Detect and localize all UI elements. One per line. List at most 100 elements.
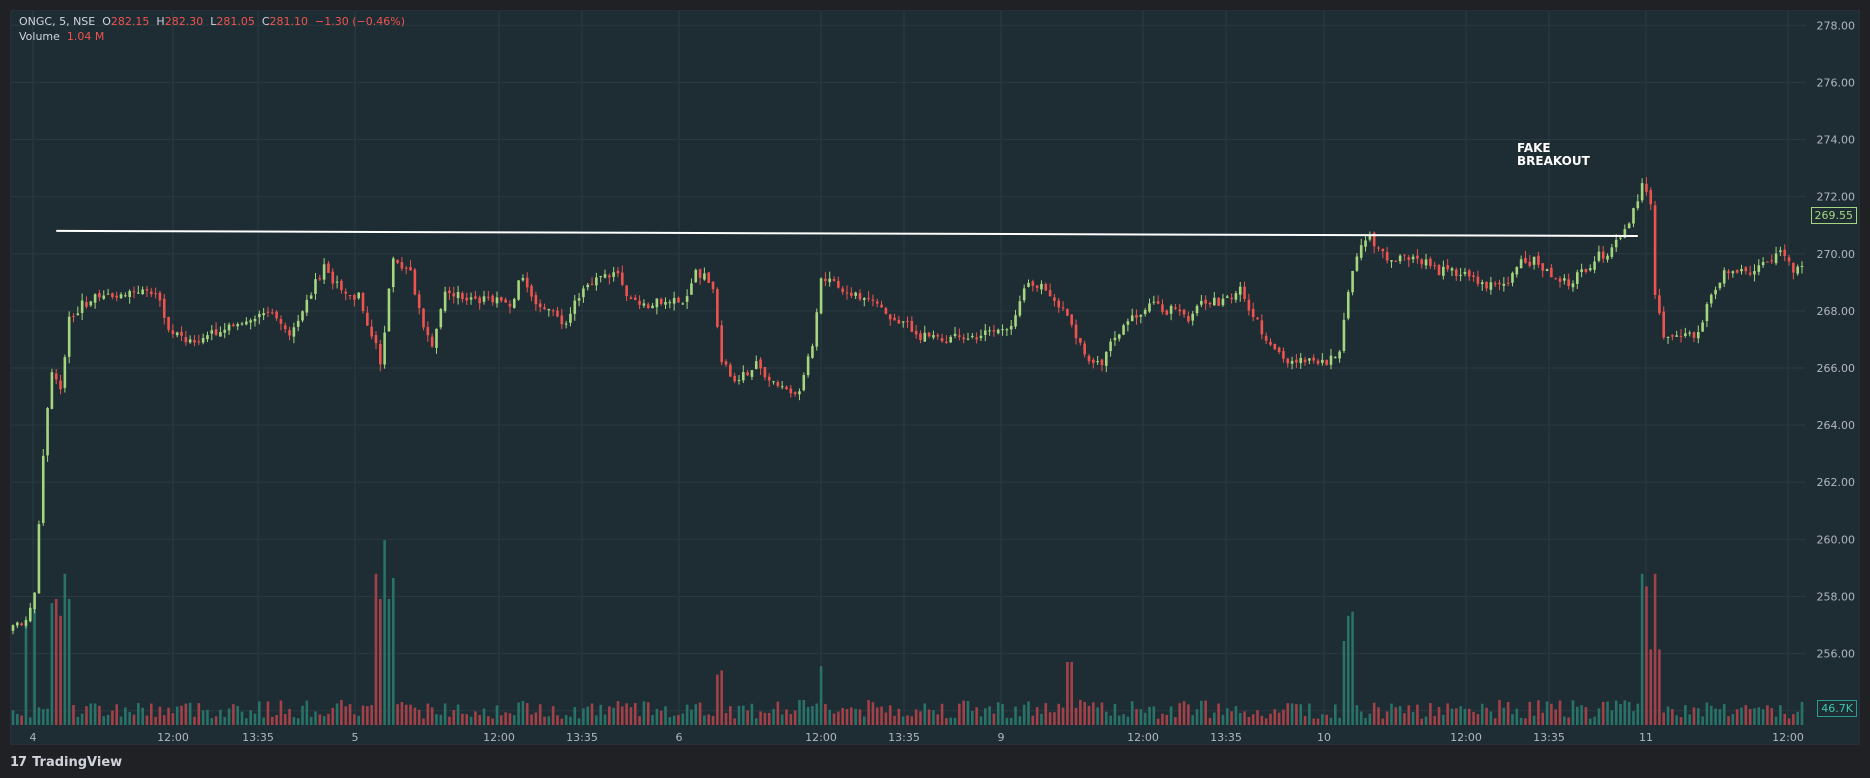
candle-body — [685, 296, 689, 302]
volume-bar — [379, 599, 382, 725]
candle-body — [1662, 311, 1666, 338]
candle-body — [945, 341, 948, 344]
chart-panel[interactable]: 278.00 276.00 274.00 272.00 270.00 268.00 266.… — [10, 10, 1860, 745]
candle-body — [1714, 289, 1717, 295]
volume-bar — [219, 709, 222, 725]
candle-body — [625, 285, 628, 297]
volume-bar — [318, 714, 322, 725]
candle-body — [923, 332, 927, 342]
volume-bar — [1273, 709, 1277, 725]
volume-bar — [512, 715, 516, 725]
volume-label[interactable]: Volume — [19, 30, 60, 43]
candle-body — [219, 332, 222, 337]
volume-bar — [1480, 703, 1484, 725]
volume-bar — [608, 706, 611, 725]
candle-body — [1096, 361, 1099, 363]
candle-body — [914, 331, 918, 335]
volume-bar — [949, 717, 953, 725]
candle-body — [1731, 271, 1735, 274]
volume-bar — [1498, 700, 1501, 725]
candle-body — [906, 320, 909, 322]
volume-bar — [357, 715, 361, 725]
volume-bar — [1329, 717, 1333, 725]
volume-bar — [309, 716, 313, 725]
volume-bar — [1282, 709, 1285, 725]
price-chart[interactable]: 278.00 276.00 274.00 272.00 270.00 268.00 266.… — [11, 11, 1861, 746]
candle-body — [1679, 335, 1683, 337]
candle-body — [1442, 266, 1445, 276]
volume-bar — [1005, 717, 1009, 725]
candle-body — [646, 304, 650, 309]
brand-name[interactable]: TradingView — [32, 754, 123, 770]
volume-bar — [1744, 705, 1748, 725]
volume-bar — [1122, 714, 1125, 725]
high-value: 282.30 — [164, 15, 204, 28]
candle-body — [525, 277, 529, 288]
volume-bar — [1225, 708, 1229, 725]
volume-bar — [89, 703, 93, 725]
candle-body — [1666, 336, 1670, 338]
volume-bar — [1537, 700, 1540, 725]
symbol-label[interactable]: ONGC, 5, NSE — [19, 15, 96, 28]
volume-bar — [24, 624, 28, 725]
volume-bar — [214, 716, 218, 725]
volume-bar — [517, 702, 520, 725]
volume-bar — [1009, 717, 1013, 725]
volume-bar — [741, 705, 745, 725]
volume-bar — [1126, 716, 1130, 725]
candle-body — [1247, 299, 1251, 311]
volume-bar — [456, 704, 460, 725]
volume-bar — [1221, 714, 1225, 725]
candle-body — [703, 273, 706, 280]
volume-bar — [906, 715, 909, 725]
candle-body — [1109, 341, 1112, 352]
candle-body — [1286, 358, 1290, 364]
volume-bar — [188, 702, 192, 725]
volume-bar — [1264, 718, 1268, 725]
x-tick-label: 12:00 — [1127, 731, 1159, 744]
candle-body — [1372, 232, 1376, 247]
volume-bar — [1074, 707, 1078, 725]
volume-bar — [452, 709, 456, 725]
volume-bar — [404, 704, 408, 725]
candle-body — [638, 300, 641, 305]
volume-bar — [67, 599, 71, 725]
candle-body — [1048, 290, 1052, 297]
candle-body — [577, 298, 581, 301]
candle-body — [875, 301, 879, 304]
volume-bar — [534, 712, 538, 725]
candle-body — [41, 455, 45, 524]
candle-body — [672, 297, 676, 304]
volume-bar — [232, 704, 235, 725]
candle-body — [1748, 272, 1752, 275]
candle-body — [1692, 332, 1696, 338]
volume-bar — [474, 711, 477, 725]
candle-body — [569, 313, 572, 323]
candle-body — [76, 313, 80, 316]
volume-bar — [521, 700, 525, 725]
volume-bar — [387, 599, 391, 725]
y-tick-label: 276.00 — [1817, 76, 1856, 89]
volume-bar — [1195, 709, 1199, 725]
candle-body — [1342, 319, 1346, 351]
volume-bar — [1748, 708, 1752, 725]
fake-breakout-annotation[interactable]: FAKE BREAKOUT — [1517, 142, 1590, 168]
candle-body — [54, 373, 58, 380]
volume-bar — [1351, 611, 1354, 725]
volume-bar — [1584, 707, 1588, 725]
volume-bar — [33, 607, 36, 725]
volume-bar — [361, 705, 365, 725]
volume-bar — [711, 715, 715, 725]
volume-bar — [154, 716, 157, 725]
candle-body — [958, 335, 961, 337]
candle-body — [465, 297, 469, 301]
candle-body — [1705, 304, 1709, 322]
volume-bar — [1437, 706, 1441, 725]
candle-body — [184, 337, 188, 343]
volume-bar — [737, 705, 741, 725]
volume-bar — [547, 716, 551, 725]
tradingview-logo-icon[interactable]: 17 — [10, 754, 27, 770]
candle-body — [1454, 269, 1458, 276]
candle-body — [707, 272, 711, 283]
candle-body — [452, 293, 456, 297]
